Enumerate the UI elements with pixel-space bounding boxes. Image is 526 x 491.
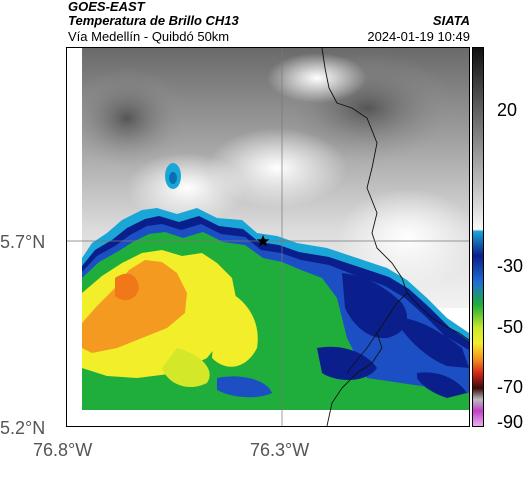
longitude-label: 76.8°W [33,440,93,460]
map-panel [66,47,477,427]
colorbar [472,47,484,427]
colorbar-tick: 20 [497,100,518,120]
latitude-label: 5.7°N [0,232,46,252]
colorbar-tick: -30 [497,256,524,276]
colorbar-tick: -90 [497,412,524,432]
colorbar-tick: -70 [497,377,524,397]
datetime-label: 2024-01-19 10:49 [367,29,470,44]
agency-label: GOES-EAST [68,0,145,14]
warmest-orange-region [82,260,187,353]
latitude-label: 5.2°N [0,418,46,438]
boundary-line [321,47,408,427]
colorbar-tick: -50 [497,317,524,337]
figure-title: Temperatura de Brillo CH13 [68,13,239,28]
figure-subtitle: Vía Medellín - Quibdó 50km [68,29,230,44]
longitude-label: 76.3°W [250,440,310,460]
colorbar-canvas [473,48,483,426]
org-label: SIATA [432,13,470,28]
star-marker [256,235,270,247]
map-canvas [67,47,477,427]
